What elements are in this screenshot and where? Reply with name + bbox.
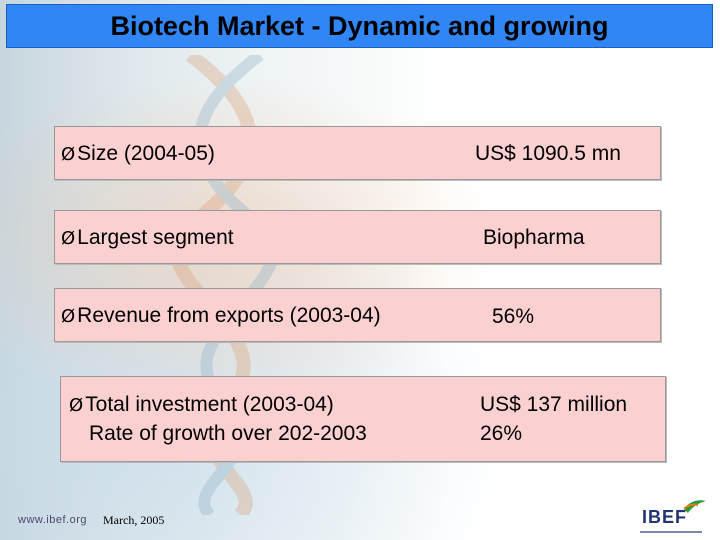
title-bar: Biotech Market - Dynamic and growing [6, 4, 713, 48]
row-label-text: Total investment (2003-04) [85, 393, 334, 416]
row-value: US$ 137 million [480, 393, 628, 416]
row-label-text: Revenue from exports (2003-04) [77, 304, 381, 327]
row-value: US$ 1090.5 mn [475, 142, 621, 165]
row-label-secondary: Rate of growth over 202-2003 [89, 422, 367, 445]
row-value-secondary: 26% [480, 422, 523, 445]
bullet-arrow-icon: Ø [69, 395, 84, 416]
bullet-arrow-icon: Ø [61, 144, 76, 165]
footer-date: March, 2005 [103, 513, 165, 527]
ibef-logo: IBEF [632, 495, 712, 537]
row-value: 56% [492, 305, 535, 328]
bullet-arrow-icon: Ø [61, 228, 76, 249]
row-label: ØTotal investment (2003-04) [69, 391, 334, 420]
info-box-largest-segment: ØLargest segment Biopharma [54, 210, 661, 264]
info-box-investment: ØTotal investment (2003-04) Rate of grow… [60, 376, 666, 462]
row-label-text: Size (2004-05) [77, 142, 215, 165]
row-value: Biopharma [483, 226, 585, 249]
footer-url: www.ibef.org [18, 514, 87, 526]
logo-text: IBEF [642, 507, 688, 527]
bullet-arrow-icon: Ø [61, 306, 76, 327]
info-box-exports: ØRevenue from exports (2003-04) 56% [54, 288, 661, 342]
logo-swoosh-icon [640, 500, 706, 533]
row-label: ØSize (2004-05) [61, 140, 215, 169]
row-label: ØRevenue from exports (2003-04) [61, 302, 381, 331]
info-box-size: ØSize (2004-05) US$ 1090.5 mn [54, 126, 661, 180]
row-label: ØLargest segment [61, 224, 234, 253]
row-label-text: Largest segment [77, 226, 234, 249]
page-title: Biotech Market - Dynamic and growing [110, 10, 609, 41]
